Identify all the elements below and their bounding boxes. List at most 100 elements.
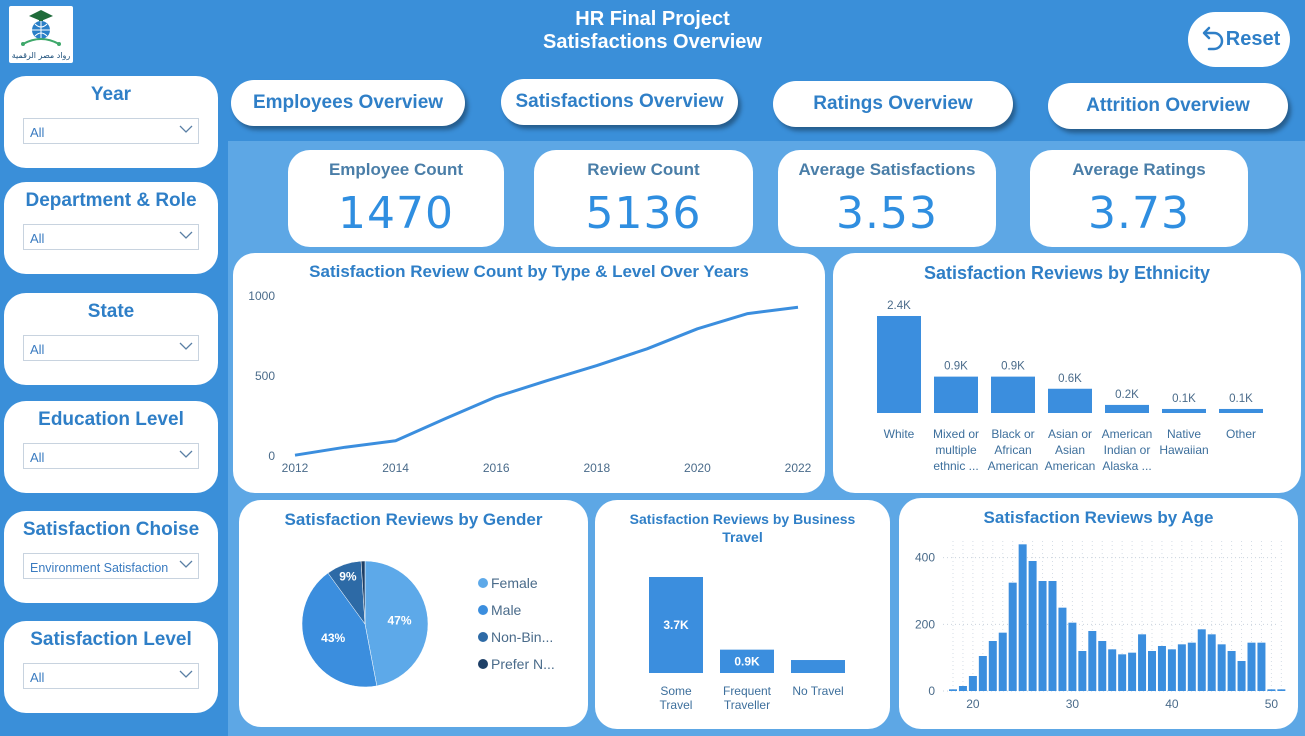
x-tick-label: 2018 [583, 461, 610, 475]
slicer-label: Education Level [38, 409, 184, 430]
category-label: Alaska ... [1102, 459, 1151, 473]
bar [1157, 646, 1166, 691]
category-label: Black or [991, 427, 1034, 441]
pie-slice [360, 560, 366, 625]
dropdown-value: All [30, 670, 45, 685]
bar [968, 676, 977, 691]
data-label: 0.9K [734, 654, 760, 668]
bar [1118, 654, 1127, 691]
x-tick-label: 2012 [282, 461, 309, 475]
bar [877, 316, 921, 413]
bar [1048, 581, 1057, 691]
bar [1197, 629, 1206, 691]
bar [1058, 607, 1067, 691]
bar [1038, 581, 1047, 691]
category-label: Some [660, 684, 692, 698]
education-level-dropdown[interactable]: All [23, 443, 199, 469]
dropdown-value: All [30, 231, 45, 246]
category-label: Asian or [1048, 427, 1092, 441]
chevron-down-icon [179, 125, 193, 133]
legend-marker [478, 659, 488, 669]
kpi-review-count: Review Count 5136 [534, 150, 753, 247]
bar [1237, 661, 1246, 691]
nav-label: Ratings Overview [813, 93, 973, 114]
legend-marker [478, 578, 488, 588]
kpi-average-satisfactions: Average Satisfactions 3.53 [778, 150, 996, 247]
chart-title: Satisfaction Reviews by Business Travel [629, 511, 856, 545]
state-dropdown[interactable]: All [23, 335, 199, 361]
logo-graphic [21, 10, 61, 46]
bar [1088, 631, 1097, 691]
dropdown-value: All [30, 450, 45, 465]
data-label: 0.9K [944, 361, 968, 373]
logo: رواد مصر الرقمية [9, 6, 73, 63]
chart-reviews-by-business-travel: Satisfaction Reviews by Business Travel … [595, 500, 890, 729]
slicer-label: Satisfaction Level [30, 629, 192, 650]
bar [1217, 644, 1226, 691]
kpi-value: 5136 [585, 188, 702, 239]
chevron-down-icon [179, 560, 193, 568]
bar [1008, 582, 1017, 691]
kpi-employee-count: Employee Count 1470 [288, 150, 504, 247]
category-label: Hawaiian [1159, 443, 1208, 457]
slicer-label: State [87, 301, 135, 322]
bar [1162, 408, 1206, 413]
data-label: 3.7K [663, 618, 689, 632]
nav-employees-overview[interactable]: Employees Overview [231, 80, 465, 126]
x-tick-label: 2014 [382, 461, 409, 475]
title-line-2: Satisfactions Overview [543, 31, 762, 53]
nav-attrition-overview[interactable]: Attrition Overview [1048, 83, 1288, 129]
year-dropdown[interactable]: All [23, 118, 199, 144]
line-chart-plot: 0 500 1000 2012 2014 2016 2018 2020 2022 [248, 289, 811, 475]
y-tick-label: 400 [915, 551, 935, 565]
header-bar [0, 0, 1305, 67]
dropdown-value: Environment Satisfaction [30, 561, 169, 575]
chart-title: Satisfaction Reviews by Gender [284, 510, 543, 529]
reset-label: Reset [1225, 28, 1281, 50]
legend-label: Male [491, 602, 522, 618]
reset-button[interactable]: Reset [1188, 12, 1290, 67]
y-tick-label: 200 [915, 617, 935, 631]
undo-icon [1202, 26, 1223, 50]
page-title: HR Final Project Satisfactions Overview [420, 8, 885, 54]
category-label: ethnic ... [933, 459, 978, 473]
y-tick-label: 0 [268, 449, 275, 463]
bar [1108, 649, 1117, 691]
slice-label: 47% [387, 614, 411, 628]
kpi-label: Employee Count [328, 160, 464, 179]
satisfaction-choise-dropdown[interactable]: Environment Satisfaction [23, 553, 199, 579]
age-bar-plot: 0 200 400 20 30 40 50 [915, 541, 1286, 711]
slicer-department-role: Department & Role All [4, 182, 218, 274]
nav-ratings-overview[interactable]: Ratings Overview [773, 81, 1013, 127]
category-label: Indian or [1104, 443, 1151, 457]
pie-slice [364, 560, 429, 687]
title-line-1: HR Final Project [575, 8, 730, 30]
slicer-satisfaction-choise: Satisfaction Choise Environment Satisfac… [4, 511, 218, 603]
kpi-value: 3.53 [836, 188, 938, 239]
ethnicity-bar-plot: 2.4K White 0.9K Mixed or multiple ethnic ... 0… [877, 300, 1263, 473]
y-tick-label: 0 [928, 684, 935, 698]
y-tick-label: 1000 [248, 289, 275, 303]
bar [1167, 649, 1176, 691]
slicer-satisfaction-level: Satisfaction Level All [4, 621, 218, 713]
category-label: Travel [660, 698, 693, 712]
bar [1207, 634, 1216, 691]
bar [1247, 642, 1256, 691]
satisfaction-level-dropdown[interactable]: All [23, 663, 199, 689]
bar [958, 686, 967, 691]
category-label: multiple [935, 443, 977, 457]
x-tick-label: 2020 [684, 461, 711, 475]
chart-reviews-by-gender: Satisfaction Reviews by Gender 47% Female… [239, 500, 588, 727]
dropdown-value: All [30, 125, 45, 140]
chevron-down-icon [179, 231, 193, 239]
nav-satisfactions-overview[interactable]: Satisfactions Overview [501, 79, 738, 125]
bar [998, 632, 1007, 691]
category-label: American [1102, 427, 1153, 441]
x-tick-label: 2016 [483, 461, 510, 475]
chart-title: Satisfaction Reviews by Ethnicity [923, 263, 1211, 283]
category-label: Traveller [724, 698, 770, 712]
kpi-average-ratings: Average Ratings 3.73 [1030, 150, 1248, 247]
x-tick-label: 50 [1265, 697, 1279, 711]
data-label: 0.2K [1115, 389, 1139, 401]
department-role-dropdown[interactable]: All [23, 224, 199, 250]
